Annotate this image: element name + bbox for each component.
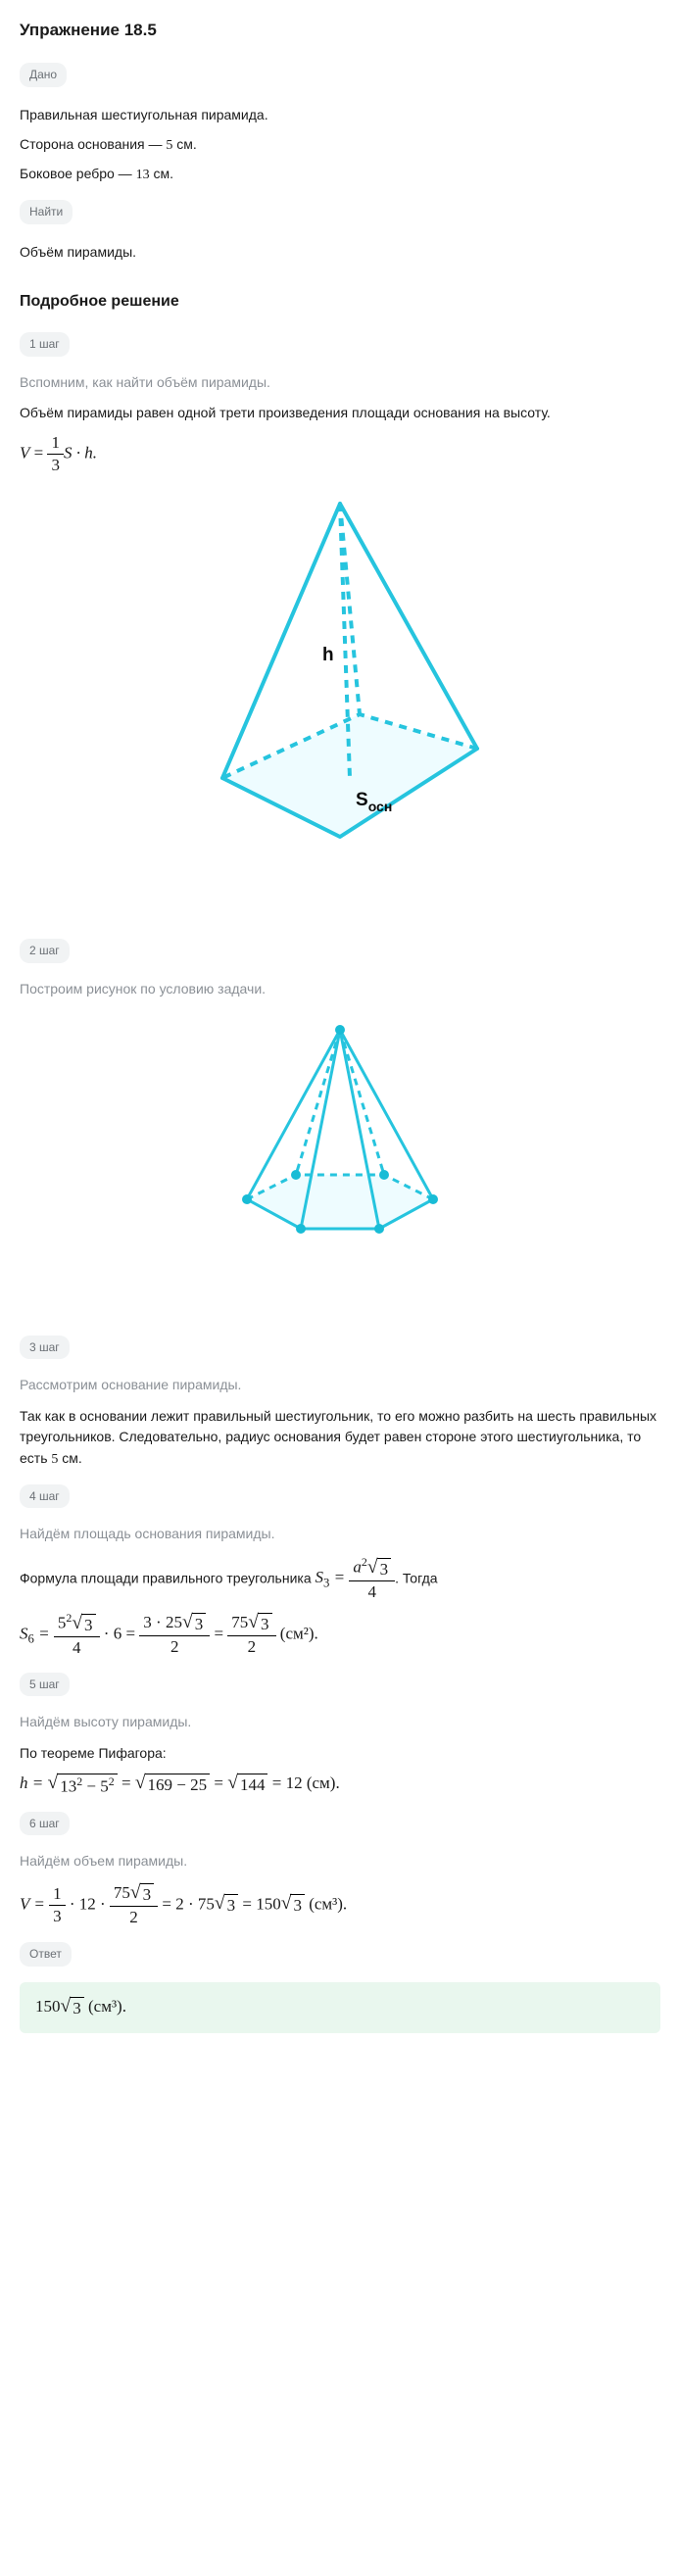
step3-text: Так как в основании лежит правильный шес… xyxy=(20,1406,660,1471)
s4-S3-frac: a2√34 xyxy=(349,1555,395,1603)
s4-t2: 3 · 25√32 xyxy=(139,1612,210,1658)
given-l2-post: см. xyxy=(172,136,196,152)
step6-tag: 6 шаг xyxy=(20,1812,70,1836)
s5-unit: (см). xyxy=(303,1774,340,1792)
step1-text: Объём пирамиды равен одной трети произве… xyxy=(20,403,660,424)
given-l3-val: 13 xyxy=(136,168,150,182)
ans-unit: (см³). xyxy=(84,1997,126,2016)
step5-formula: h = √132 − 52 = √169 − 25 = √144 = 12 (с… xyxy=(20,1773,660,1798)
given-line-3: Боковое ребро — 13 см. xyxy=(20,164,660,186)
s4-t1-nsqrt: 3 xyxy=(81,1614,96,1636)
s6-num: 1 xyxy=(49,1883,66,1906)
s3-pre: Так как в основании лежит правильный шес… xyxy=(20,1408,656,1466)
s6-frac2: 75√32 xyxy=(110,1882,158,1928)
label-answer: Ответ xyxy=(20,1942,72,1967)
step6-hint: Найдём объем пирамиды. xyxy=(20,1851,660,1872)
ans-val: 150 xyxy=(35,1997,61,2016)
s6-fd: 2 xyxy=(110,1907,158,1928)
f-den: 3 xyxy=(47,455,64,476)
s4-t2-nsqrt: 3 xyxy=(192,1613,207,1635)
given-l3-post: см. xyxy=(150,166,173,181)
step5-pyth: По теореме Пифагора: xyxy=(20,1743,660,1765)
s6-sqrt3: 3 xyxy=(290,1894,305,1917)
label-given: Дано xyxy=(20,63,67,87)
s4-t1-den: 4 xyxy=(54,1637,100,1659)
s6-sqrt2: 3 xyxy=(224,1894,239,1917)
step1-formula: V = 13S · h. xyxy=(20,432,660,476)
s4-unit: (см²). xyxy=(276,1624,318,1642)
given-line-1: Правильная шестиугольная пирамида. xyxy=(20,105,660,126)
s6-V: V xyxy=(20,1894,29,1913)
s5-r1: 13 xyxy=(60,1776,76,1795)
step3-tag: 3 шаг xyxy=(20,1336,70,1360)
s5-r2: 5 xyxy=(100,1776,109,1795)
s4-S3-n1: a xyxy=(353,1558,362,1577)
s4-t3-nsqrt: 3 xyxy=(258,1613,272,1635)
answer-box: 150√3 (см³). xyxy=(20,1982,660,2033)
s6-fns: 3 xyxy=(140,1883,155,1906)
s5-mid: 169 − 25 xyxy=(145,1774,211,1796)
exercise-title: Упражнение 18.5 xyxy=(20,18,660,43)
given-l2-pre: Сторона основания — xyxy=(20,136,166,152)
figure-hex-pyramid xyxy=(213,1018,467,1243)
s4A-pre: Формула площади правильного треугольника xyxy=(20,1570,316,1585)
s5-r2s: 2 xyxy=(109,1774,115,1788)
figure-pyramid-generic: hSосн xyxy=(173,494,507,847)
f-eq: = xyxy=(29,444,47,462)
step4-lineA: Формула площади правильного треугольника… xyxy=(20,1555,660,1603)
svg-text:h: h xyxy=(322,645,334,665)
f-num: 1 xyxy=(47,432,64,455)
step4-hint: Найдём площадь основания пирамиды. xyxy=(20,1524,660,1545)
step1-tag: 1 шаг xyxy=(20,332,70,357)
s4-S3-sub: 3 xyxy=(323,1577,329,1590)
s4-S3: S xyxy=(316,1568,324,1586)
given-line-2: Сторона основания — 5 см. xyxy=(20,134,660,157)
s4-t3: 75√32 xyxy=(227,1612,275,1658)
s3-post: см. xyxy=(58,1450,81,1466)
s5-h: h xyxy=(20,1774,28,1792)
s4-S3-den: 4 xyxy=(349,1581,395,1603)
s6-fn1: 75 xyxy=(114,1883,130,1902)
given-l3-pre: Боковое ребро — xyxy=(20,166,136,181)
step5-hint: Найдём высоту пирамиды. xyxy=(20,1712,660,1733)
f-tail: S · h. xyxy=(64,444,97,462)
s6-den: 3 xyxy=(49,1906,66,1927)
s6-mul1: · 12 · xyxy=(66,1894,110,1913)
find-line-1: Объём пирамиды. xyxy=(20,242,660,264)
step4-lineB: S6 = 52√34 · 6 = 3 · 25√32 = 75√32 (см²)… xyxy=(20,1611,660,1659)
step4-tag: 4 шаг xyxy=(20,1484,70,1509)
f-frac: 13 xyxy=(47,432,64,476)
s4-S3-nsqrt: 3 xyxy=(377,1558,392,1580)
s4-S6: S xyxy=(20,1624,28,1642)
step5-tag: 5 шаг xyxy=(20,1673,70,1697)
step2-hint: Построим рисунок по условию задачи. xyxy=(20,979,660,1000)
step1-hint: Вспомним, как найти объём пирамиды. xyxy=(20,372,660,394)
s4-t3-n1: 75 xyxy=(231,1613,248,1631)
s6-eq2: = 2 · 75 xyxy=(158,1894,215,1913)
s5-r1s: 2 xyxy=(76,1774,82,1788)
s4-t3-den: 2 xyxy=(227,1636,275,1658)
s6-frac1: 13 xyxy=(49,1883,66,1927)
s4-t1-mul: · 6 = xyxy=(100,1624,140,1642)
solution-heading: Подробное решение xyxy=(20,290,660,315)
s4A-post: . Тогда xyxy=(395,1570,437,1585)
step6-formula: V = 13 · 12 · 75√32 = 2 · 75√3 = 150√3 (… xyxy=(20,1882,660,1928)
step2-tag: 2 шаг xyxy=(20,939,70,963)
s4-t2-n1: 3 · 25 xyxy=(143,1613,182,1631)
step3-hint: Рассмотрим основание пирамиды. xyxy=(20,1375,660,1396)
label-find: Найти xyxy=(20,200,73,224)
ans-sqrt: 3 xyxy=(70,1997,84,2019)
s6-eq3: = 150 xyxy=(238,1894,281,1913)
s4-S6-sub: 6 xyxy=(28,1632,34,1646)
s5-val: 12 xyxy=(286,1774,303,1792)
s5-last: 144 xyxy=(237,1774,268,1796)
s4-t1: 52√34 xyxy=(54,1611,100,1659)
s6-unit: (см³). xyxy=(305,1894,347,1913)
f-V: V xyxy=(20,444,29,462)
s4-t2-den: 2 xyxy=(139,1636,210,1658)
